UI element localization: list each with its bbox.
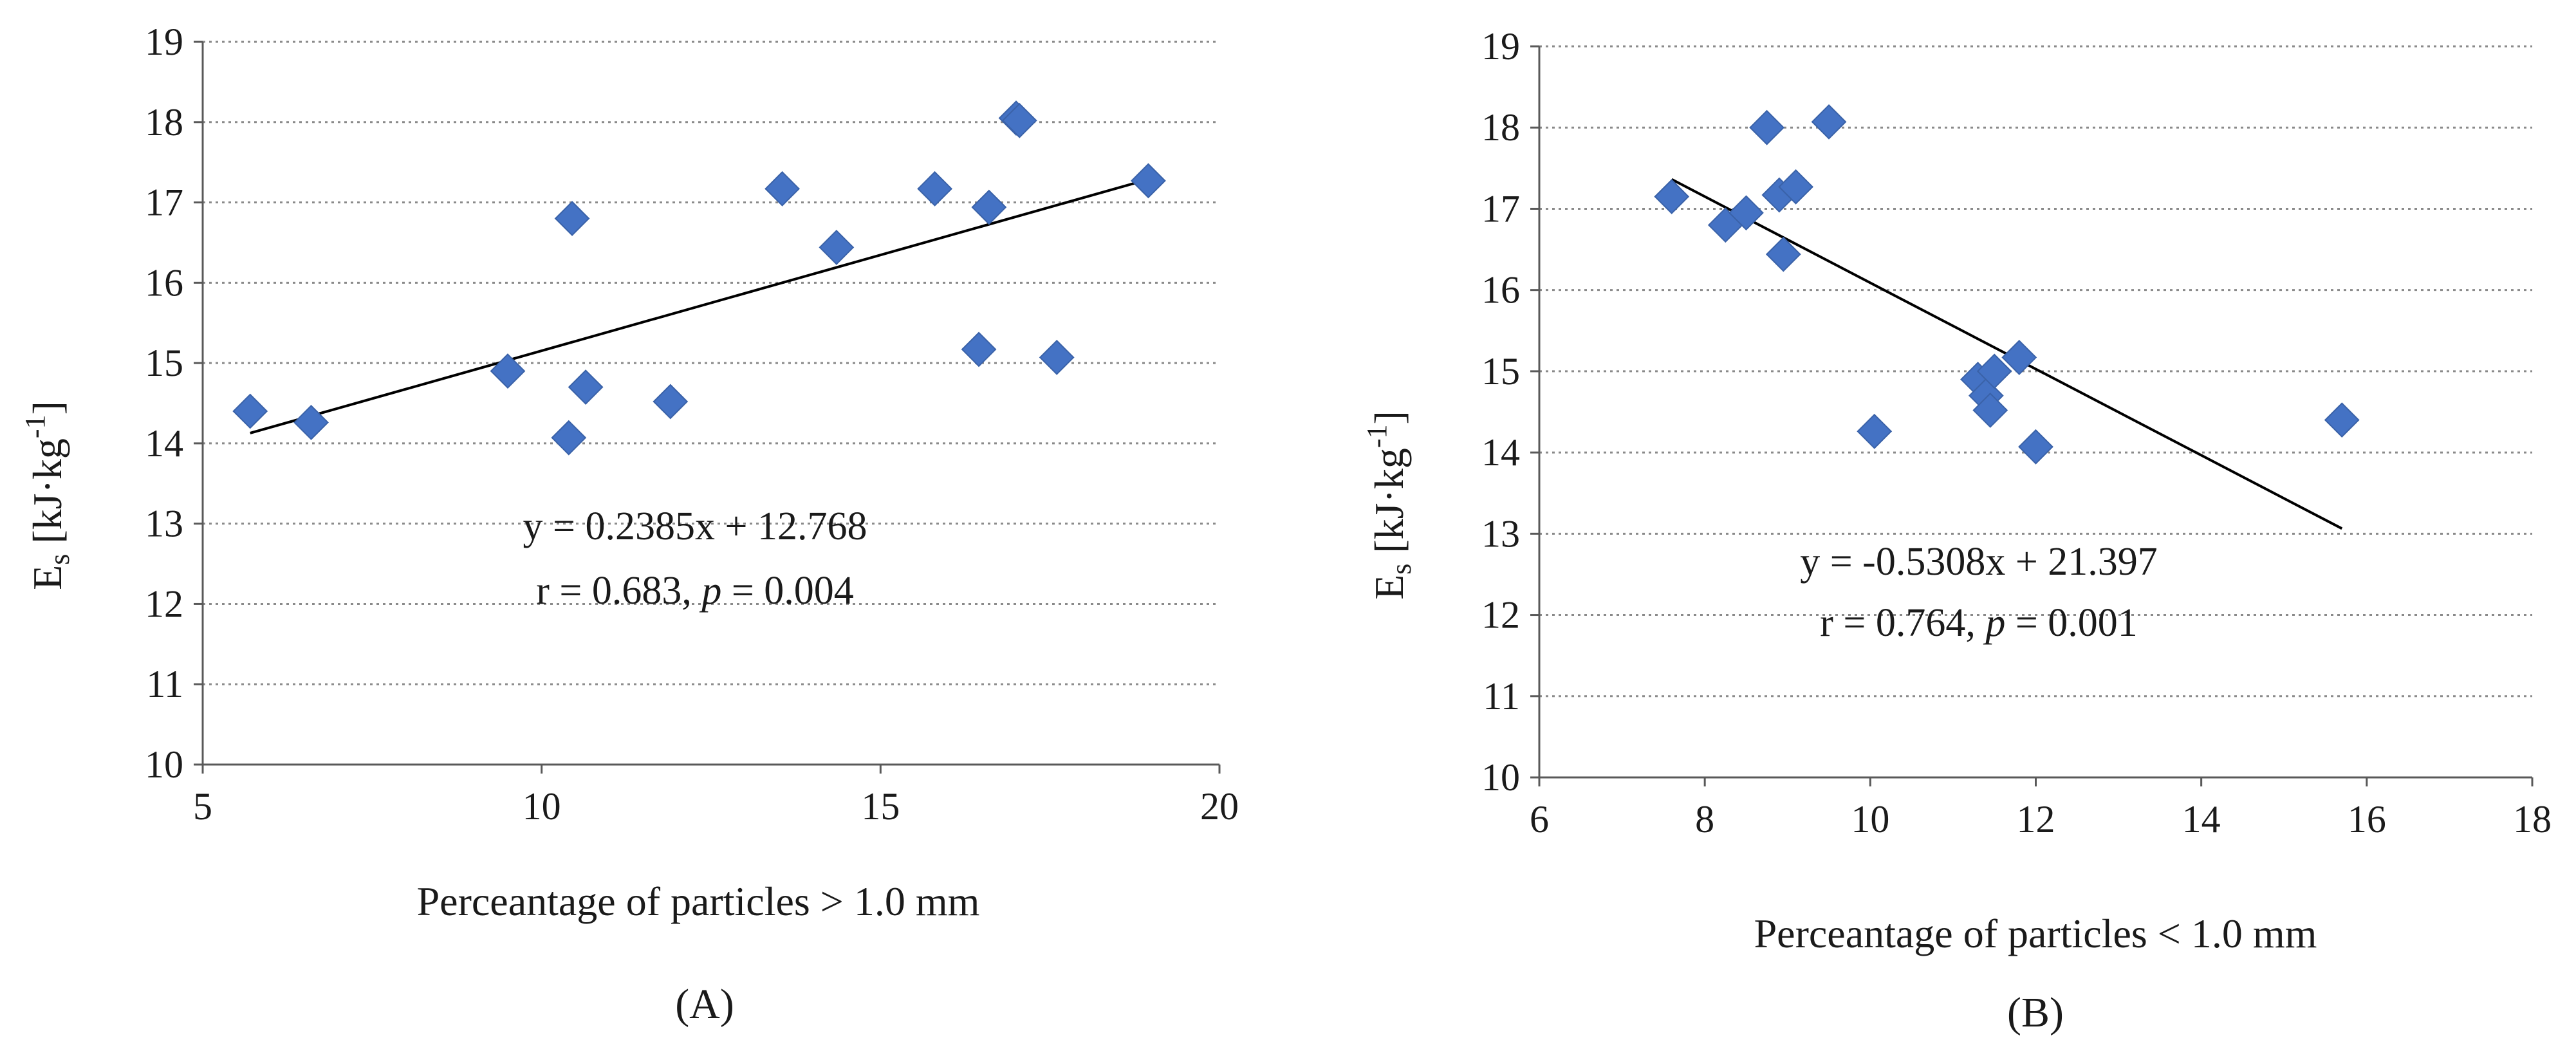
y-tick-label-b: 15: [1481, 350, 1520, 393]
x-ticks-b: 6 8 10 12 14 16 18: [1530, 777, 2552, 840]
y-tick-label-b: 12: [1481, 594, 1520, 636]
data-point-a-14: [1001, 102, 1037, 138]
gridlines-b: [1539, 45, 2532, 698]
y-tick-label-a: 19: [145, 21, 183, 63]
data-point-a-4: [551, 420, 587, 456]
x-tick-label-b: 12: [2017, 798, 2055, 840]
x-axis-title-b: Perceantage of particles < 1.0 mm: [1754, 911, 2317, 956]
data-point-b-16: [2324, 402, 2360, 438]
trend-equation-a: y = 0.2385x + 12.768: [523, 505, 867, 548]
data-point-a-6: [568, 369, 604, 405]
data-point-a-9: [819, 230, 855, 265]
x-tick-label-a: 10: [523, 785, 561, 828]
y-ticks-b: 10 11 12 13 14 15 16 17 18 19: [1481, 25, 1539, 799]
y-tick-label-b: 11: [1483, 675, 1520, 718]
panel-label-b: (B): [2007, 989, 2064, 1036]
data-point-b-6: [1765, 236, 1801, 272]
y-tick-label-b: 16: [1481, 269, 1520, 311]
trend-stats-b: r = 0.764, p = 0.001: [1820, 601, 2138, 645]
data-point-a-7: [653, 384, 689, 420]
data-point-a-11: [961, 331, 997, 367]
data-point-a-3: [490, 353, 526, 389]
data-point-a-12: [971, 189, 1007, 225]
data-point-b-7: [1778, 169, 1814, 205]
x-tick-label-b: 6: [1530, 798, 1549, 840]
trend-stats-a: r = 0.683, p = 0.004: [536, 569, 854, 613]
x-tick-label-b: 18: [2513, 798, 2552, 840]
y-tick-label-a: 13: [145, 503, 183, 545]
data-point-b-1: [1654, 179, 1690, 214]
y-ticks-a: 10 11 12 13 14 15 16 17 18 19: [145, 21, 203, 786]
x-tick-label-b: 14: [2182, 798, 2221, 840]
data-point-a-1: [232, 393, 268, 429]
x-tick-label-b: 10: [1851, 798, 1889, 840]
x-tick-label-a: 20: [1200, 785, 1239, 828]
trend-equation-b: y = -0.5308x + 21.397: [1800, 540, 2158, 584]
points-a: [232, 100, 1166, 456]
gridlines-a: [203, 41, 1219, 685]
data-point-b-4: [1749, 109, 1785, 145]
data-point-b-13: [1976, 353, 2012, 389]
panel-label-a: (A): [675, 981, 734, 1028]
data-point-a-15: [1039, 339, 1075, 375]
x-axis-title-a: Perceantage of particles > 1.0 mm: [417, 878, 980, 924]
y-tick-label-b: 14: [1481, 431, 1520, 474]
data-point-b-9: [1857, 413, 1893, 449]
data-point-b-15: [2018, 429, 2053, 465]
data-point-a-5: [554, 201, 590, 236]
x-tick-label-a: 15: [861, 785, 900, 828]
y-axis-title-b: Es [kJ·kg-1]: [1361, 411, 1417, 600]
y-tick-label-b: 19: [1481, 25, 1520, 68]
y-tick-label-a: 15: [145, 342, 183, 384]
x-tick-label-b: 8: [1695, 798, 1714, 840]
y-tick-label-a: 16: [145, 261, 183, 304]
y-tick-label-a: 18: [145, 101, 183, 144]
y-tick-label-b: 18: [1481, 106, 1520, 149]
y-axis-title-a: Es [kJ·kg-1]: [19, 401, 75, 590]
data-point-b-3: [1728, 195, 1764, 231]
data-point-a-16: [1130, 163, 1166, 199]
data-point-b-8: [1811, 104, 1847, 140]
x-ticks-a: 5 10 15 20: [193, 765, 1239, 828]
chart-panel-b: 6 8 10 12 14 16 18 10 11 12 13 14 15 16 17 18 19 Es [kJ…: [1361, 25, 2552, 1036]
y-tick-label-b: 17: [1481, 187, 1520, 230]
data-point-b-12: [1972, 393, 2008, 428]
x-tick-label-b: 16: [2348, 798, 2386, 840]
data-point-a-2: [293, 405, 329, 440]
y-tick-label-a: 12: [145, 582, 183, 625]
data-point-a-10: [917, 171, 953, 207]
data-point-a-8: [764, 171, 801, 207]
y-tick-label-a: 17: [145, 181, 183, 224]
x-tick-label-a: 5: [193, 785, 212, 828]
y-tick-label-a: 11: [146, 663, 183, 705]
trendline-a: [250, 178, 1149, 434]
y-tick-label-b: 10: [1481, 756, 1520, 799]
y-tick-label-b: 13: [1481, 512, 1520, 555]
points-b: [1654, 104, 2360, 465]
y-tick-label-a: 14: [145, 422, 183, 465]
data-point-b-14: [2001, 340, 2037, 375]
y-tick-label-a: 10: [145, 743, 183, 786]
